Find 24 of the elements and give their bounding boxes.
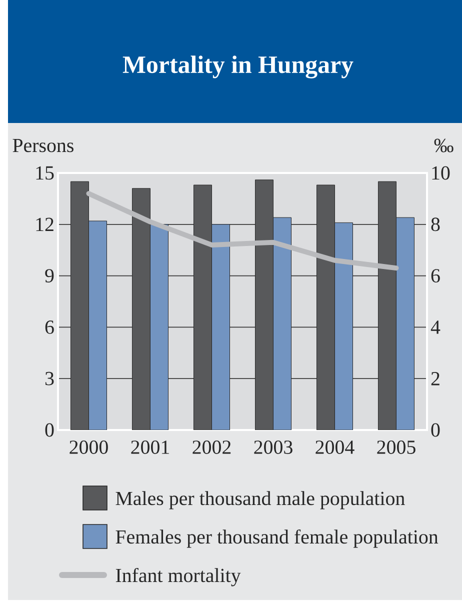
x-tick-label: 2003 <box>254 440 292 454</box>
y-tick-label: 9 <box>45 269 54 282</box>
legend-label: Females per thousand female population <box>116 529 438 548</box>
x-tick-label: 2002 <box>192 440 231 454</box>
x-tick-label: 2000 <box>70 440 108 454</box>
x-tick-label: 2001 <box>131 440 169 454</box>
legend-label: Infant mortality <box>116 568 241 586</box>
y2-tick-label: 8 <box>431 218 440 232</box>
chart-title: Mortality in Hungary <box>122 56 354 78</box>
y2-tick-label: 10 <box>432 166 450 180</box>
y2-tick-label: 0 <box>431 423 440 437</box>
legend-label: Males per thousand male population <box>116 491 405 510</box>
y-tick-label: 0 <box>45 423 54 437</box>
x-tick-label: 2004 <box>316 440 354 454</box>
x-tick-label: 2005 <box>377 440 416 454</box>
y-axis-title: Persons <box>12 138 74 152</box>
y-tick-label: 12 <box>36 218 54 231</box>
y2-axis-title: ‰ <box>434 138 454 152</box>
y-tick-label: 15 <box>36 166 54 180</box>
y2-tick-label: 6 <box>431 269 440 282</box>
y2-tick-label: 2 <box>431 372 440 386</box>
y2-tick-label: 4 <box>430 320 440 334</box>
y-tick-label: 6 <box>45 320 54 334</box>
y-tick-label: 3 <box>45 372 54 386</box>
